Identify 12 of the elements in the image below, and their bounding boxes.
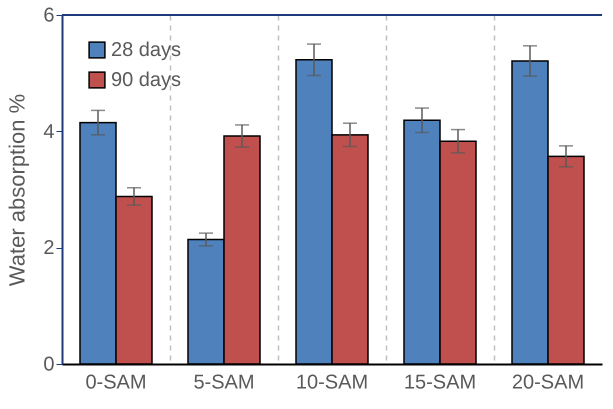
- y-tick-label: 6: [43, 4, 54, 26]
- y-tick-label: 4: [43, 120, 54, 143]
- y-tick-label: 2: [43, 237, 54, 260]
- x-tick-label: 20-SAM: [512, 372, 584, 394]
- x-tick-label: 5-SAM: [193, 372, 255, 394]
- x-tick-label: 0-SAM: [85, 372, 147, 394]
- legend-label: 90 days: [111, 69, 182, 91]
- y-axis-title: Water absorption %: [4, 94, 30, 286]
- x-tick-label: 10-SAM: [296, 372, 368, 394]
- x-tick-label: 15-SAM: [404, 372, 476, 394]
- legend-label: 28 days: [111, 39, 182, 61]
- y-tick-label: 0: [43, 354, 54, 376]
